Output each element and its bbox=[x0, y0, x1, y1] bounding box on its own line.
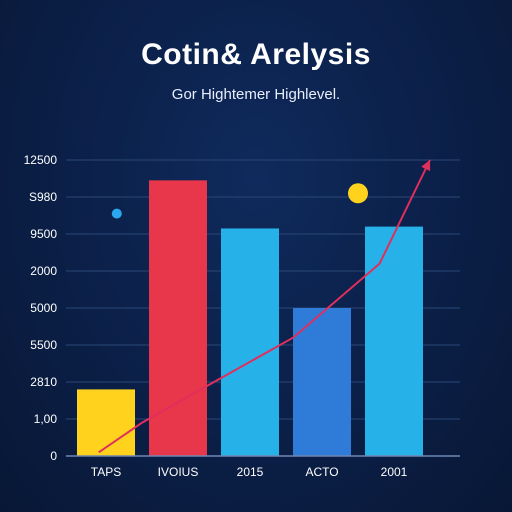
bar-acto bbox=[293, 308, 351, 456]
x-category-label: 2001 bbox=[381, 465, 408, 479]
y-tick-label: S980 bbox=[29, 190, 57, 204]
x-category-label: 2015 bbox=[237, 465, 264, 479]
markers bbox=[111, 183, 368, 219]
trend-line-path bbox=[98, 159, 431, 454]
chart-subtitle: Gor Hightemer Highlevel. bbox=[171, 86, 341, 103]
bars bbox=[77, 180, 423, 456]
x-category-label: TAPS bbox=[91, 465, 121, 479]
bar-2001 bbox=[365, 226, 423, 456]
y-tick-label: 2000 bbox=[30, 264, 57, 278]
y-tick-label: 5000 bbox=[30, 301, 57, 315]
bar-ivoius bbox=[149, 180, 207, 456]
trend-line bbox=[98, 159, 431, 454]
marker-dot bbox=[348, 183, 368, 204]
x-category-label: IVOIUS bbox=[158, 465, 199, 479]
y-tick-label: 2810 bbox=[30, 375, 57, 389]
trend-arrow-head bbox=[421, 160, 431, 172]
y-axis-ticks: 0 1,00 2810 5500 5000 2000 9500 S980 12500 bbox=[24, 153, 58, 463]
bar-2015 bbox=[221, 228, 279, 456]
y-tick-label: 1,00 bbox=[34, 412, 58, 426]
y-tick-label: 12500 bbox=[24, 153, 58, 167]
chart-title: Cotin& Arelysis bbox=[141, 38, 371, 71]
y-tick-label: 9500 bbox=[30, 227, 57, 241]
bar-taps bbox=[77, 389, 135, 456]
marker-dot bbox=[111, 208, 122, 219]
y-tick-label: 5500 bbox=[30, 338, 57, 352]
y-tick-label: 0 bbox=[50, 449, 57, 463]
x-category-label: ACTO bbox=[305, 465, 338, 479]
x-axis-categories: TAPS IVOIUS 2015 ACTO 2001 bbox=[91, 465, 408, 479]
